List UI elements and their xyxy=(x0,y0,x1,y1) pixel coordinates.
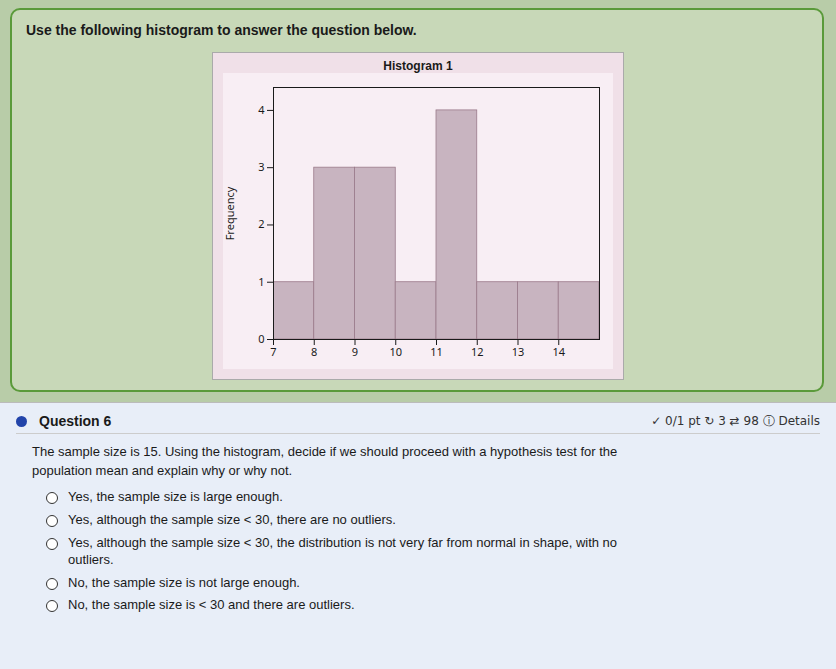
svg-text:9: 9 xyxy=(352,344,358,359)
html-text:Histogram 1: Histogram 1 xyxy=(383,59,453,73)
html-text:No, the sample size is not lar: No, the sample size is not large enough. xyxy=(68,574,300,590)
html-text:Use the following histogram to: Use the following histogram to answer th… xyxy=(26,22,417,38)
svg-text:8: 8 xyxy=(311,344,317,359)
svg-text:Frequency: Frequency xyxy=(223,186,237,240)
svg-text:1: 1 xyxy=(258,274,264,289)
html-text:Question 6: Question 6 xyxy=(39,413,112,429)
svg-text:10: 10 xyxy=(389,344,402,359)
svg-text:4: 4 xyxy=(258,102,265,117)
svg-text:2: 2 xyxy=(258,216,264,231)
svg-text:12: 12 xyxy=(471,344,484,359)
html-text:The sample size is 15. Using t: The sample size is 15. Using the histogr… xyxy=(32,444,618,478)
html-text:✓ 0/1 pt ↻ 3 ⇄ 98 ⓘ Details: ✓ 0/1 pt ↻ 3 ⇄ 98 ⓘ Details xyxy=(651,413,820,428)
svg-text:13: 13 xyxy=(512,344,525,359)
svg-text:7: 7 xyxy=(270,344,276,359)
svg-text:11: 11 xyxy=(430,344,443,359)
html-text:No, the sample size is < 30 an: No, the sample size is < 30 and there ar… xyxy=(68,597,355,613)
html-text:Yes, although the sample size: Yes, although the sample size < 30, the … xyxy=(68,534,618,567)
svg-text:3: 3 xyxy=(258,159,264,174)
html-text:Yes, although the sample size: Yes, although the sample size < 30, ther… xyxy=(68,511,396,527)
html-text:Yes, the sample size is large: Yes, the sample size is large enough. xyxy=(68,489,283,504)
svg-text:14: 14 xyxy=(552,344,565,359)
svg-text:0: 0 xyxy=(258,331,264,346)
